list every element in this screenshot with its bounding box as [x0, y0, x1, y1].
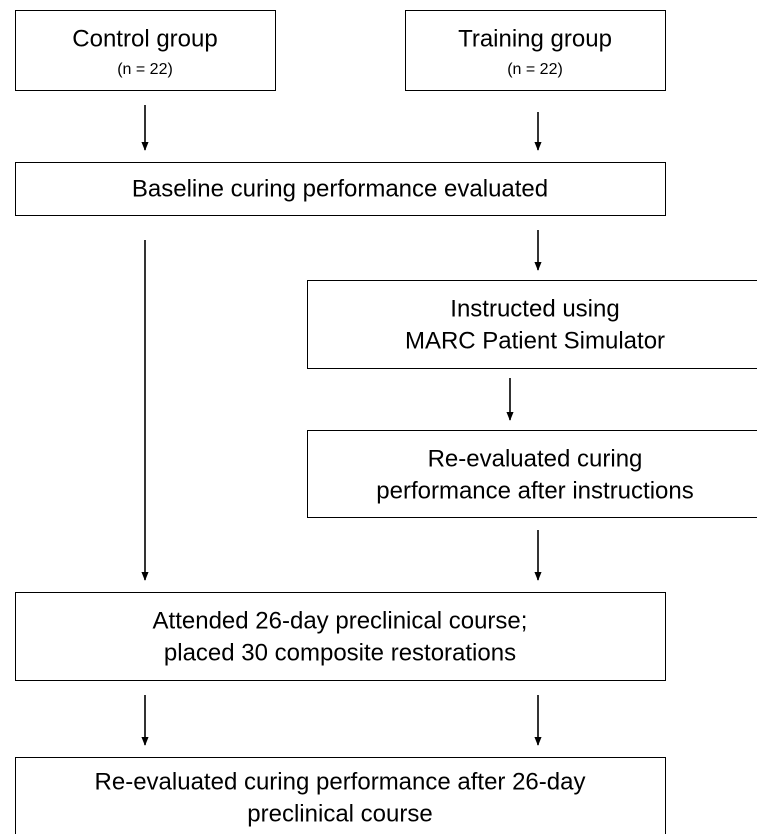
control-group-box: Control group (n = 22): [15, 10, 276, 91]
box: [15, 10, 276, 91]
node-label: Training group: [458, 25, 612, 52]
node-label: placed 30 composite restorations: [164, 639, 516, 666]
box: [307, 280, 757, 369]
box: [307, 430, 757, 518]
node-label: Re-evaluated curing: [428, 445, 643, 472]
node-label: preclinical course: [247, 800, 432, 827]
box: [15, 757, 666, 834]
box: [15, 592, 666, 681]
training-group-box: Training group (n = 22): [405, 10, 666, 91]
baseline-box: Baseline curing performance evaluated: [15, 162, 666, 216]
node-note: (n = 22): [507, 61, 563, 78]
node-label: Re-evaluated curing performance after 26…: [95, 768, 586, 795]
course-box: Attended 26-day preclinical course; plac…: [15, 592, 666, 681]
node-label: Control group: [72, 25, 217, 52]
instruction-box: Instructed using MARC Patient Simulator: [307, 280, 757, 369]
final-box: Re-evaluated curing performance after 26…: [15, 757, 666, 834]
node-note: (n = 22): [117, 61, 173, 78]
node-label: Baseline curing performance evaluated: [132, 175, 548, 202]
node-label: Instructed using: [450, 295, 619, 322]
box: [15, 162, 666, 216]
node-label: performance after instructions: [376, 477, 693, 504]
node-label: Attended 26-day preclinical course;: [153, 607, 528, 634]
node-label: MARC Patient Simulator: [405, 327, 665, 354]
box: [405, 10, 666, 91]
reevaluation-box: Re-evaluated curing performance after in…: [307, 430, 757, 518]
